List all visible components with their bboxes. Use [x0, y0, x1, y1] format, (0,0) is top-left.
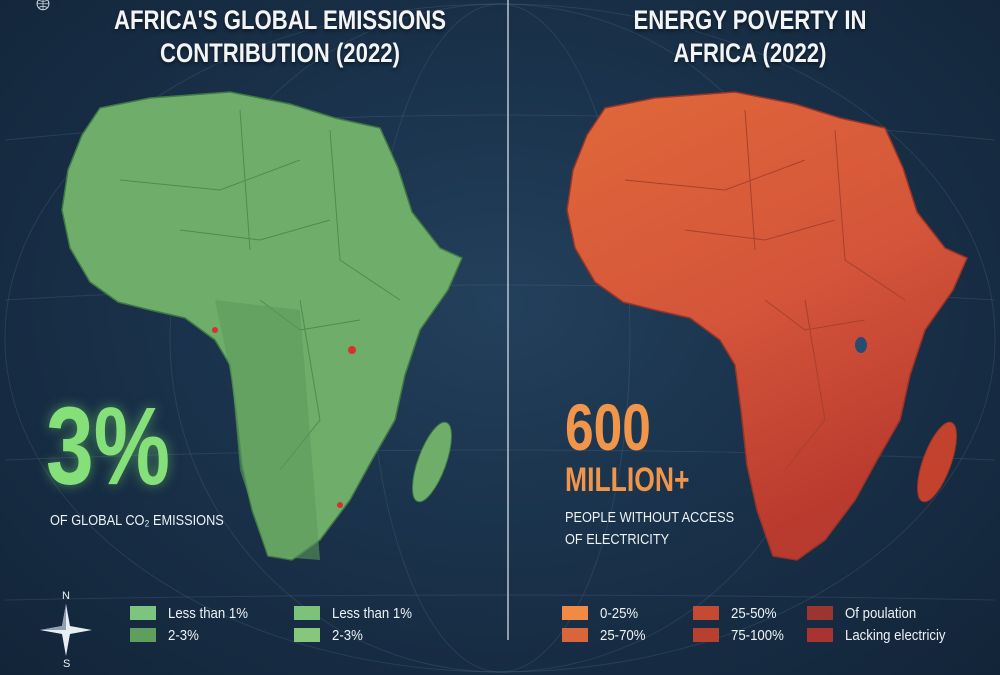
legend-item: Of poulation [807, 604, 959, 622]
legend-label: Of poulation [845, 604, 917, 622]
legend-swatch [562, 606, 588, 620]
legend-label: Lacking electriciy [845, 626, 946, 644]
emissions-legend-a: Less than 1% 2-3% [130, 604, 259, 644]
title-line: AFRICA'S GLOBAL EMISSIONS [113, 5, 447, 35]
stat-label-line: PEOPLE WITHOUT ACCESS [565, 509, 735, 526]
energy-legend-c: Of poulation Lacking electriciy [807, 604, 959, 644]
legend-label: 25-50% [731, 604, 777, 622]
legend-label: 25-70% [600, 626, 646, 644]
emissions-title: AFRICA'S GLOBAL EMISSIONS CONTRIBUTION (… [75, 4, 485, 70]
compass-rose: N S [38, 590, 94, 670]
legend-swatch [294, 628, 320, 642]
legend-item: Less than 1% [294, 604, 423, 622]
energy-poverty-title: ENERGY POVERTY IN AFRICA (2022) [545, 4, 955, 70]
africa-map-energy-poverty [566, 91, 968, 561]
energy-stat-label: PEOPLE WITHOUT ACCESS OF ELECTRICITY [565, 507, 734, 551]
legend-item: 2-3% [130, 626, 259, 644]
legend-swatch [562, 628, 588, 642]
energy-poverty-panel: ENERGY POVERTY IN AFRICA (2022) 600 MILL… [500, 0, 1000, 675]
legend-label: Less than 1% [168, 604, 248, 622]
legend-item: 2-3% [294, 626, 423, 644]
legend-item: 75-100% [693, 626, 791, 644]
legend-swatch [294, 606, 320, 620]
legend-item: 25-70% [562, 626, 652, 644]
panel-divider [507, 0, 509, 640]
energy-legend-a: 0-25% 25-70% [562, 604, 652, 644]
energy-stat-value: 600 [565, 390, 651, 464]
legend-label: 0-25% [600, 604, 639, 622]
legend-swatch [130, 628, 156, 642]
legend-label: Less than 1% [332, 604, 412, 622]
legend-label: 2-3% [168, 626, 199, 644]
emissions-panel: AFRICA'S GLOBAL EMISSIONS CONTRIBUTION (… [46, 4, 485, 644]
africa-map-emissions [61, 91, 463, 561]
emissions-legend-b: Less than 1% 2-3% [294, 604, 423, 644]
legend-item: Less than 1% [130, 604, 259, 622]
legend-swatch [807, 628, 833, 642]
emissions-stat-label: OF GLOBAL CO₂ EMISSIONS [50, 512, 224, 529]
compass-north-label: N [62, 590, 70, 602]
legend-swatch [693, 628, 719, 642]
globe-icon [36, 0, 50, 11]
title-line: AFRICA (2022) [673, 38, 827, 68]
title-line: ENERGY POVERTY IN [633, 5, 867, 35]
legend-item: Lacking electriciy [807, 626, 959, 644]
legend-label: 75-100% [731, 626, 784, 644]
legend-item: 0-25% [562, 604, 652, 622]
energy-stat-unit: MILLION+ [565, 461, 690, 499]
legend-label: 2-3% [332, 626, 363, 644]
compass-star-icon [40, 604, 92, 656]
energy-legend-b: 25-50% 75-100% [693, 604, 791, 644]
legend-item: 25-50% [693, 604, 791, 622]
compass-south-label: S [63, 658, 71, 670]
legend-swatch [807, 606, 833, 620]
title-line: CONTRIBUTION (2022) [160, 38, 400, 68]
legend-swatch [693, 606, 719, 620]
emissions-stat-value: 3% [46, 385, 171, 508]
legend-swatch [130, 606, 156, 620]
stat-label-line: OF ELECTRICITY [565, 531, 670, 548]
